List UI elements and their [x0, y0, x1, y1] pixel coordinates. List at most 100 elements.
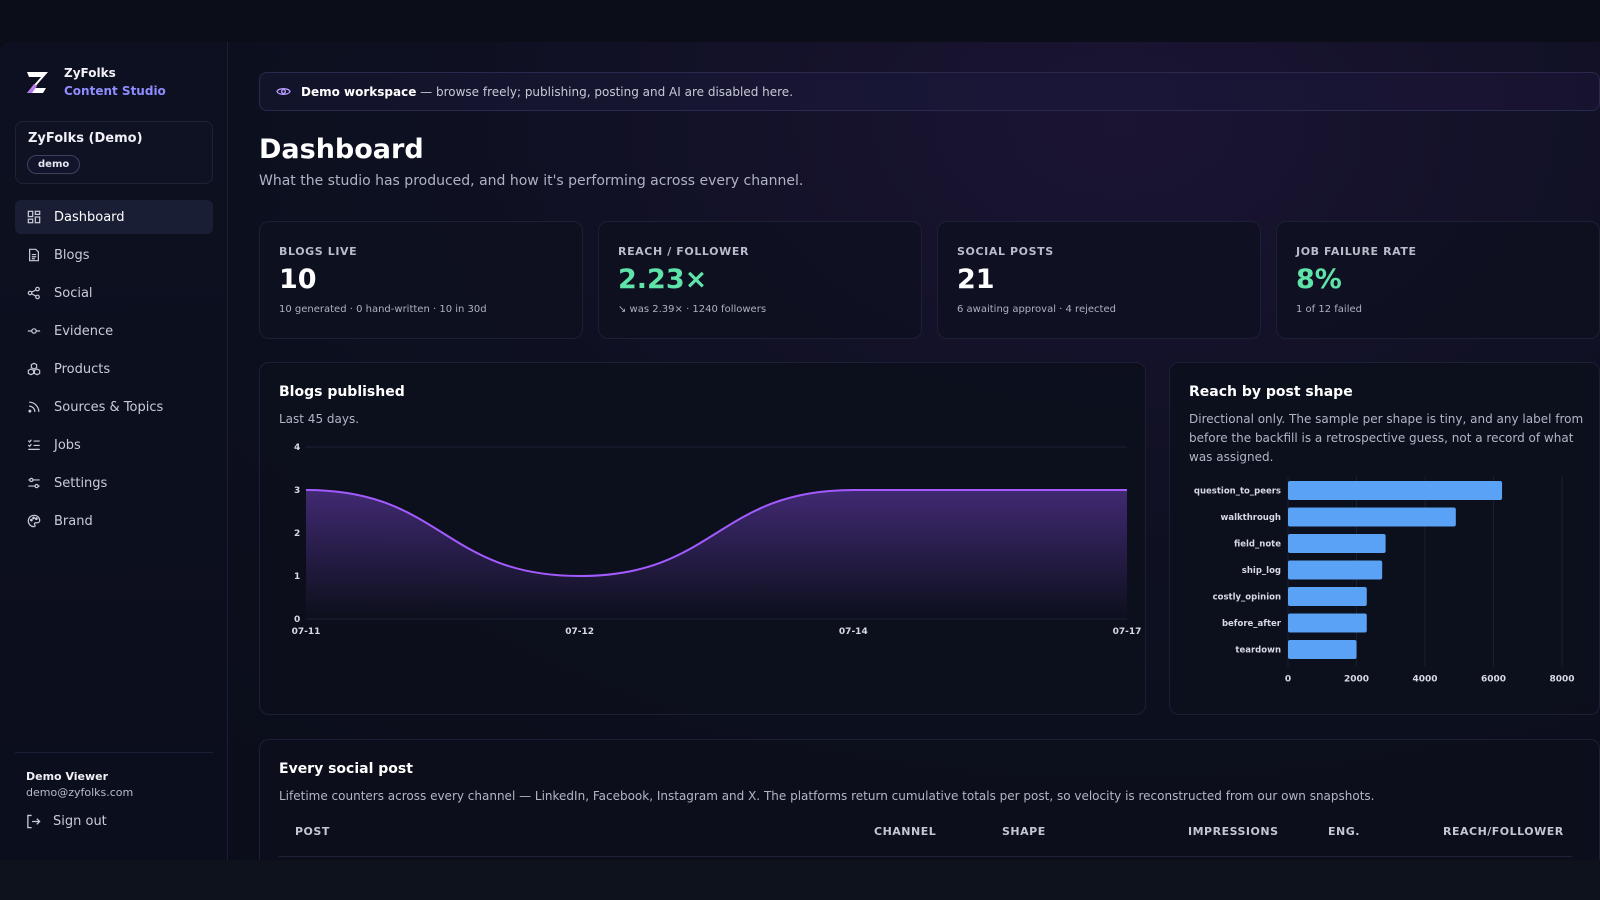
- blogs-published-card: Blogs published Last 45 days. 0 1 2 3 4 07-11…: [259, 362, 1146, 715]
- series-area-fill: [306, 490, 1127, 619]
- eye-icon: [276, 88, 291, 95]
- card-title: Every social post: [279, 761, 413, 777]
- card-title: Blogs published: [279, 384, 405, 400]
- sidebar-nav: Dashboard Blogs Social Evidence Products…: [15, 200, 213, 542]
- stat-label: SOCIAL POSTS: [957, 245, 1054, 258]
- zyfolks-logo-icon: [27, 72, 48, 93]
- brand[interactable]: ZyFolks Content Studio: [24, 64, 166, 100]
- bar: [1288, 560, 1383, 580]
- sidebar-item-jobs[interactable]: Jobs: [15, 428, 213, 462]
- workspace-switcher[interactable]: ZyFolks (Demo) demo: [15, 121, 213, 184]
- x-tick-label: 07-12: [565, 627, 594, 637]
- sidebar-divider: [15, 752, 213, 753]
- category-label: teardown: [1235, 646, 1281, 656]
- sidebar-item-settings[interactable]: Settings: [15, 466, 213, 500]
- list-checks-icon: [27, 439, 40, 450]
- user-email: demo@zyfolks.com: [26, 786, 134, 799]
- card-subtitle: Lifetime counters across every channel —…: [279, 789, 1375, 803]
- card-subtitle: Last 45 days.: [279, 412, 360, 426]
- stat-label: BLOGS LIVE: [279, 245, 358, 258]
- commit-icon: [27, 328, 41, 334]
- brand-product: Content Studio: [64, 84, 166, 98]
- workspace-name: ZyFolks (Demo): [28, 131, 143, 146]
- column-header-engagement[interactable]: ENG.: [1328, 825, 1360, 838]
- card-subtitle: Directional only. The sample per shape i…: [1189, 412, 1584, 464]
- x-tick-label: 4000: [1412, 675, 1437, 685]
- logout-icon: [27, 814, 41, 829]
- sidebar-item-label: Settings: [54, 475, 108, 491]
- app-frame: ZyFolks Content Studio ZyFolks (Demo) de…: [0, 42, 1600, 860]
- category-label: costly_opinion: [1213, 593, 1281, 603]
- banner-strong: Demo workspace: [301, 84, 417, 99]
- blogs-published-chart: 0 1 2 3 4 07-11 07-12 07-14 07-17: [292, 443, 1142, 637]
- sidebar-item-brand[interactable]: Brand: [15, 504, 213, 538]
- category-label: walkthrough: [1221, 513, 1282, 523]
- reach-by-post-shape-card: Reach by post shape Directional only. Th…: [1169, 362, 1600, 715]
- category-label: question_to_peers: [1194, 487, 1281, 497]
- stat-value: 2.23×: [618, 264, 708, 295]
- category-label: field_note: [1234, 540, 1281, 550]
- x-tick-label: 07-11: [292, 627, 321, 637]
- reach-by-shape-chart: 0 2000 4000 6000 8000 question_to_peerswalkth…: [1194, 477, 1575, 685]
- stat-card-reach-per-follower: REACH / FOLLOWER 2.23× ↘ was 2.39× · 124…: [598, 221, 922, 339]
- stat-note: 10 generated · 0 hand-written · 10 in 30…: [279, 304, 487, 315]
- sidebar-item-label: Social: [54, 285, 93, 301]
- stat-note: 6 awaiting approval · 4 rejected: [957, 304, 1116, 315]
- palette-icon: [27, 514, 41, 528]
- banner-text: Demo workspace — browse freely; publishi…: [301, 85, 793, 99]
- stat-card-job-failure-rate: JOB FAILURE RATE 8% 1 of 12 failed: [1276, 221, 1600, 339]
- y-tick-label: 2: [294, 529, 300, 539]
- page-subtitle: What the studio has produced, and how it…: [259, 173, 804, 189]
- sidebar-item-blogs[interactable]: Blogs: [15, 238, 213, 272]
- banner-message: — browse freely; publishing, posting and…: [416, 84, 794, 99]
- sidebar-item-social[interactable]: Social: [15, 276, 213, 310]
- stat-note: 1 of 12 failed: [1296, 304, 1362, 315]
- stat-value: 21: [957, 264, 995, 295]
- sidebar-item-evidence[interactable]: Evidence: [15, 314, 213, 348]
- sliders-icon: [28, 477, 40, 489]
- bar: [1288, 481, 1503, 500]
- category-label: before_after: [1222, 619, 1282, 629]
- sign-out-label: Sign out: [53, 814, 107, 829]
- sidebar-item-sources-topics[interactable]: Sources & Topics: [15, 390, 213, 424]
- column-header-channel[interactable]: CHANNEL: [874, 825, 937, 838]
- stat-value: 10: [279, 264, 317, 295]
- x-tick-label: 2000: [1344, 675, 1369, 685]
- bar: [1288, 613, 1367, 633]
- share-icon: [27, 286, 40, 300]
- y-tick-label: 1: [294, 572, 300, 582]
- y-tick-label: 0: [294, 615, 300, 625]
- window-bottom-strip: [0, 860, 1600, 900]
- sidebar-item-label: Dashboard: [54, 209, 125, 225]
- sidebar: ZyFolks Content Studio ZyFolks (Demo) de…: [0, 42, 228, 860]
- sidebar-item-label: Sources & Topics: [54, 399, 164, 415]
- rss-icon: [28, 401, 40, 413]
- boxes-icon: [27, 362, 41, 376]
- y-tick-label: 3: [294, 486, 300, 496]
- sidebar-item-label: Brand: [54, 513, 93, 529]
- x-tick-label: 6000: [1481, 675, 1506, 685]
- bar: [1288, 534, 1386, 553]
- column-header-reach-per-follower[interactable]: REACH/FOLLOWER: [1443, 825, 1564, 838]
- sidebar-item-products[interactable]: Products: [15, 352, 213, 386]
- column-header-impressions[interactable]: IMPRESSIONS: [1188, 825, 1279, 838]
- x-tick-label: 0: [1285, 675, 1291, 685]
- page-title: Dashboard: [259, 134, 424, 165]
- demo-banner: Demo workspace — browse freely; publishi…: [259, 72, 1600, 111]
- table-header-rule: [279, 856, 1572, 857]
- x-tick-label: 8000: [1549, 675, 1574, 685]
- dashboard-icon: [27, 210, 41, 224]
- workspace-badge: demo: [27, 155, 81, 174]
- sidebar-item-label: Products: [54, 361, 111, 377]
- x-tick-label: 07-14: [839, 627, 868, 637]
- sidebar-item-label: Evidence: [54, 323, 114, 339]
- stat-label: REACH / FOLLOWER: [618, 245, 750, 258]
- sign-out-button[interactable]: Sign out: [26, 814, 107, 829]
- sidebar-item-dashboard[interactable]: Dashboard: [15, 200, 213, 234]
- series-line: [305, 489, 1127, 578]
- column-header-shape[interactable]: SHAPE: [1002, 825, 1046, 838]
- column-header-post[interactable]: POST: [295, 825, 330, 838]
- x-tick-label: 07-17: [1113, 627, 1142, 637]
- y-tick-label: 4: [294, 443, 300, 453]
- social-posts-table-card: Every social post Lifetime counters acro…: [259, 739, 1600, 860]
